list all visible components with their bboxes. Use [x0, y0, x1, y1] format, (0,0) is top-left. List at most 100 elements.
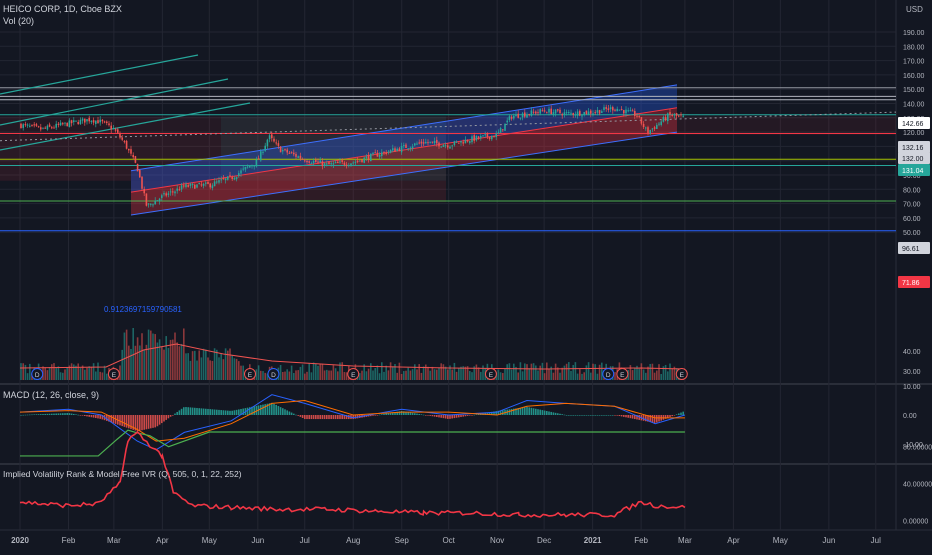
candle-body [321, 161, 324, 167]
macd-histogram-bar [180, 408, 183, 415]
candle-body [583, 111, 585, 116]
volume-bar [537, 370, 539, 380]
volume-bar [453, 362, 456, 380]
candle-body [455, 141, 458, 143]
candle-body [416, 143, 418, 145]
volume-bar [229, 348, 231, 380]
candle-body [458, 142, 460, 144]
time-axis-tick: Sep [395, 536, 410, 545]
macd-histogram-bar [200, 408, 203, 415]
candle-body [339, 161, 341, 163]
macd-histogram-bar [20, 414, 22, 416]
earnings-event-marker[interactable] [347, 368, 360, 380]
volume-bar [530, 363, 533, 380]
candle-body [328, 162, 330, 165]
candle-body [682, 115, 684, 117]
volume-bar [517, 372, 519, 380]
macd-histogram-bar [603, 415, 605, 416]
candle-body [110, 125, 112, 130]
volume-bar [152, 333, 154, 380]
macd-histogram-bar [447, 415, 449, 419]
volume-bar [242, 365, 244, 380]
macd-histogram-bar [638, 415, 640, 420]
macd-histogram-bar [161, 415, 163, 424]
volume-bar [570, 370, 572, 380]
dividend-event-marker[interactable] [602, 368, 615, 380]
macd-histogram-bar [645, 415, 647, 422]
macd-histogram-bar [220, 410, 222, 415]
earnings-event-marker[interactable] [484, 368, 497, 380]
macd-histogram-bar [297, 415, 299, 416]
macd-histogram-bar [332, 415, 335, 420]
volume-bar [504, 368, 506, 380]
volume-bar [543, 373, 546, 380]
candle-body [607, 108, 610, 111]
volume-bar [557, 367, 559, 380]
macd-histogram-bar [403, 411, 405, 415]
macd-histogram-bar [132, 415, 134, 430]
candle-body [352, 162, 354, 164]
candle-body [323, 163, 326, 167]
volume-label[interactable]: Vol (20) [3, 16, 34, 26]
volume-bar [84, 369, 86, 380]
volume-bar [381, 362, 383, 380]
macd-histogram-bar [271, 402, 273, 415]
trend-line[interactable] [0, 78, 229, 126]
macd-label[interactable]: MACD (12, 26, close, 9) [3, 390, 99, 400]
candle-body [211, 185, 214, 189]
macd-histogram-bar [242, 408, 244, 415]
candle-body [508, 116, 511, 120]
earnings-event-marker[interactable] [107, 368, 120, 380]
volume-bar [502, 373, 504, 380]
volume-bar [178, 346, 181, 380]
volume-bar [330, 370, 332, 380]
volume-bar [510, 369, 513, 380]
volume-bar [227, 350, 229, 380]
candle-body [123, 141, 126, 143]
volume-bar [92, 363, 95, 380]
candle-body [537, 112, 539, 114]
price-axis-tick: 190.00 [903, 30, 925, 37]
volume-bar [150, 330, 152, 380]
candle-body [242, 168, 244, 170]
macd-histogram-bar [372, 415, 374, 416]
dividend-event-marker[interactable] [267, 368, 280, 380]
candle-body [667, 113, 669, 122]
volume-bar [26, 373, 29, 380]
trend-line[interactable] [0, 102, 251, 151]
time-axis-tick: Mar [678, 536, 692, 545]
candle-body [95, 120, 97, 124]
volume-bar [475, 364, 478, 380]
macd-histogram-bar [64, 413, 66, 415]
earnings-event-marker[interactable] [616, 368, 629, 380]
grid [0, 0, 896, 530]
candle-body [486, 133, 489, 138]
macd-histogram-bar [532, 408, 535, 415]
earnings-event-marker[interactable] [243, 368, 256, 380]
macd-histogram-bar [337, 415, 339, 420]
trend-line[interactable] [0, 54, 199, 95]
macd-histogram-bar [238, 409, 240, 415]
symbol-label[interactable]: HEICO CORP, 1D, Cboe BZX [3, 4, 122, 14]
candle-body [499, 128, 502, 133]
macd-histogram-bar [477, 414, 480, 415]
macd-histogram-bar [319, 415, 321, 420]
candle-body [447, 145, 449, 148]
earnings-event-marker[interactable] [675, 368, 688, 380]
macd-histogram-bar [326, 415, 328, 420]
candle-body [114, 129, 117, 131]
dividend-event-marker[interactable] [31, 368, 44, 380]
volume-bar [671, 368, 673, 380]
candle-body [420, 141, 423, 144]
candle-body [249, 165, 251, 168]
volume-bar [46, 370, 49, 380]
volume-bar [130, 348, 132, 380]
volume-bar [383, 371, 385, 380]
macd-histogram-bar [539, 409, 541, 415]
ivr-label[interactable]: Implied Volatility Rank & Model Free IVR… [3, 469, 242, 479]
volume-bar [209, 360, 211, 380]
volume-bar [163, 349, 165, 380]
time-axis-tick: Nov [490, 536, 504, 545]
